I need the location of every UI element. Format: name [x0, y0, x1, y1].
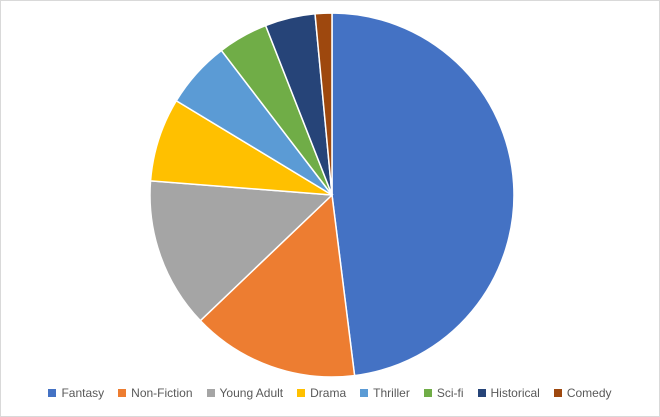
legend-swatch-non-fiction [118, 389, 127, 397]
pie-slice-comedy [314, 12, 333, 196]
legend-swatch-comedy [553, 389, 562, 397]
legend-label: Drama [310, 386, 347, 400]
legend-label: Sci-fi [436, 386, 464, 400]
legend-item-historical: Historical [477, 386, 540, 400]
legend-item-non-fiction: Non-Fiction [118, 386, 193, 400]
legend-swatch-sci-fi [423, 389, 432, 397]
pie-slice-young-adult [149, 180, 334, 322]
pie-slice-non-fiction [199, 193, 356, 378]
legend-swatch-thriller [360, 389, 369, 397]
legend-label: Thriller [373, 386, 410, 400]
legend-item-fantasy: Fantasy [48, 386, 104, 400]
legend: Fantasy Non-Fiction Young Adult Drama Thrill… [1, 386, 659, 400]
legend-swatch-historical [477, 389, 486, 397]
legend-label: Young Adult [219, 386, 284, 400]
legend-swatch-drama [297, 389, 306, 397]
pie-chart [149, 12, 515, 378]
legend-swatch-fantasy [48, 389, 57, 397]
legend-item-thriller: Thriller [360, 386, 410, 400]
legend-label: Fantasy [61, 386, 105, 400]
legend-label: Non-Fiction [131, 386, 193, 400]
legend-label: Historical [490, 386, 540, 400]
legend-item-young-adult: Young Adult [206, 386, 284, 400]
pie-slice-fantasy [331, 12, 515, 377]
legend-item-comedy: Comedy [553, 386, 612, 400]
legend-item-drama: Drama [297, 386, 346, 400]
legend-swatch-young-adult [206, 389, 215, 397]
legend-item-sci-fi: Sci-fi [423, 386, 464, 400]
legend-label: Comedy [566, 386, 612, 400]
